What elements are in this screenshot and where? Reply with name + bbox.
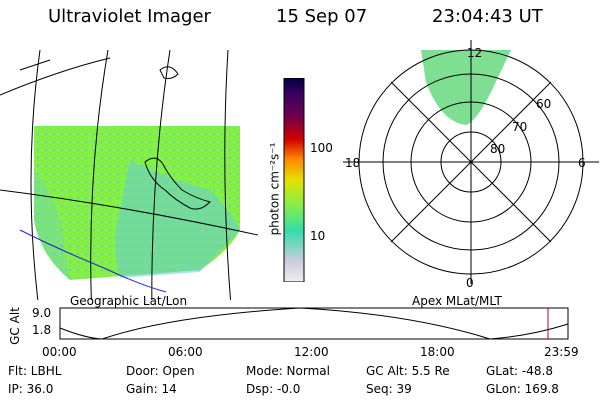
glon-label: GLon: 169.8 — [486, 382, 559, 396]
seq-label: Seq: 39 — [366, 382, 412, 396]
dsp-label: Dsp: -0.0 — [246, 382, 301, 396]
instrument-title: Ultraviolet Imager — [48, 6, 211, 27]
orbit-altitude-plot — [59, 307, 569, 340]
colorbar — [283, 78, 305, 282]
polar-caption: Apex MLat/MLT — [412, 294, 502, 308]
orbit-ytick-9: 9.0 — [32, 306, 52, 320]
altitude-curve — [59, 307, 569, 340]
uv-cyan-patch — [115, 160, 240, 278]
colorbar-tick-10: 10 — [310, 229, 326, 243]
door-label: Door: Open — [126, 364, 195, 378]
ip-label: IP: 36.0 — [8, 382, 54, 396]
colorbar-unit-label: photon cm⁻²s⁻¹ — [267, 142, 282, 236]
mlat-80: 80 — [490, 142, 506, 156]
meridian — [30, 49, 41, 300]
mlt-0: 0 — [466, 276, 474, 290]
gain-label: Gain: 14 — [126, 382, 177, 396]
polar-plot — [343, 40, 599, 284]
orbit-xtick-end: 23:59 — [544, 345, 579, 359]
mlat-60: 60 — [536, 97, 552, 111]
mode-label: Mode: Normal — [246, 364, 330, 378]
orbit-xtick-12: 12:00 — [294, 345, 329, 359]
orbit-ytick-1-8: 1.8 — [32, 323, 52, 337]
date-label: 15 Sep 07 — [276, 6, 368, 27]
mlt-6: 6 — [578, 156, 586, 170]
flt-label: Flt: LBHL — [8, 364, 62, 378]
orbit-axis-title: GC Alt — [7, 307, 22, 345]
colorbar-tick-100: 100 — [310, 141, 333, 155]
coastline — [144, 157, 211, 210]
gc-alt-label: GC Alt: 5.5 Re — [366, 364, 450, 378]
orbit-xtick-6: 06:00 — [168, 345, 203, 359]
map-caption: Geographic Lat/Lon — [70, 294, 188, 308]
time-label: 23:04:43 UT — [432, 6, 543, 27]
glat-label: GLat: -48.8 — [486, 364, 553, 378]
mlat-70: 70 — [512, 120, 528, 134]
orbit-xtick-0: 00:00 — [42, 345, 77, 359]
geographic-map — [0, 49, 259, 300]
mlt-12: 12 — [467, 46, 483, 60]
mlt-18: 18 — [345, 156, 361, 170]
orbit-xtick-18: 18:00 — [420, 345, 455, 359]
parallel — [0, 189, 259, 236]
